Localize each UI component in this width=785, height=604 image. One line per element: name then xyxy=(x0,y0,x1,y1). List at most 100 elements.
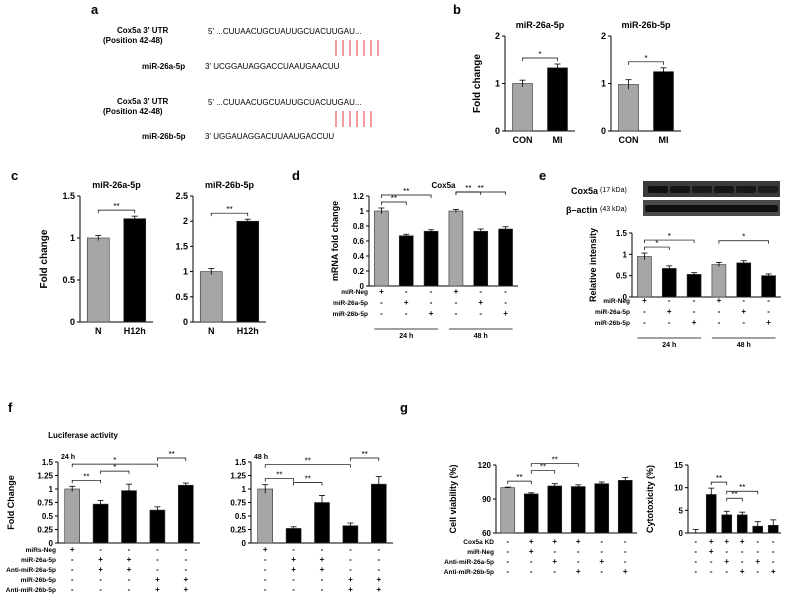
group-label: 48 h xyxy=(474,333,488,340)
condition-mark: - xyxy=(506,557,509,566)
condition-mark: - xyxy=(184,565,187,574)
condition-mark: - xyxy=(321,585,324,594)
significance-bracket xyxy=(726,490,759,495)
y-tick-label: 0.5 xyxy=(235,512,247,521)
x-tick-label: N xyxy=(95,326,102,336)
condition-mark: + xyxy=(599,557,604,566)
condition-row-label: Cox5a KD xyxy=(463,539,494,546)
condition-mark: + xyxy=(376,585,381,594)
condition-mark: - xyxy=(292,545,295,554)
condition-mark: - xyxy=(405,287,408,296)
y-tick-label: 0.5 xyxy=(62,275,75,285)
condition-mark: + xyxy=(709,547,714,556)
mir26a-label: miR-26a-5p xyxy=(142,62,186,71)
condition-row-label: miR-Neg xyxy=(603,298,630,305)
y-tick-label: 1.5 xyxy=(616,229,628,238)
condition-mark: + xyxy=(155,575,160,584)
y-tick-label: 60 xyxy=(482,529,491,538)
group-label: 48 h xyxy=(737,342,751,349)
y-tick-label: 1 xyxy=(183,267,188,277)
y-tick-label: 0.5 xyxy=(616,272,628,281)
condition-mark: - xyxy=(377,565,380,574)
condition-mark: + xyxy=(741,307,746,316)
significance-label: * xyxy=(668,232,671,241)
significance-label: * xyxy=(644,54,647,63)
significance-label: ** xyxy=(465,184,471,193)
condition-mark: - xyxy=(742,296,745,305)
bar xyxy=(370,483,387,544)
y-tick-label: 0 xyxy=(242,539,247,548)
condition-mark: - xyxy=(506,537,509,546)
x-tick-label: N xyxy=(208,326,215,336)
condition-mark: + xyxy=(552,557,557,566)
y-tick-label: 1.5 xyxy=(175,241,188,251)
panel-label-d: d xyxy=(292,168,300,183)
condition-mark: + xyxy=(717,296,722,305)
position-label-2: (Position 42-48) xyxy=(103,107,163,116)
chart-b2: 0 1 2 miR-26b-5p CON MI * xyxy=(601,20,681,145)
significance-label: ** xyxy=(552,456,558,465)
condition-mark: - xyxy=(405,309,408,318)
y-tick-label: 0.75 xyxy=(230,499,246,508)
group-label: 24 h xyxy=(662,342,676,349)
condition-mark: + xyxy=(404,298,409,307)
condition-mark: - xyxy=(693,296,696,305)
bar xyxy=(512,83,533,132)
condition-mark: + xyxy=(724,537,729,546)
condition-mark: - xyxy=(710,567,713,576)
significance-label: ** xyxy=(391,194,397,203)
condition-row-label: miRs-Neg xyxy=(26,547,56,554)
x-tick-label: MI xyxy=(659,135,669,145)
condition-row-label: miR-26b-5p xyxy=(21,577,56,584)
condition-mark: + xyxy=(478,298,483,307)
condition-mark: - xyxy=(71,555,74,564)
condition-row-label: miR-26a-5p xyxy=(21,557,56,564)
panel-label-e: e xyxy=(539,168,547,183)
condition-row-label: Anti-miR-26b-5p xyxy=(6,587,56,594)
significance-label: * xyxy=(113,456,116,465)
condition-mark: + xyxy=(429,309,434,318)
condition-mark: - xyxy=(184,545,187,554)
y-tick-label: 1 xyxy=(70,233,75,243)
condition-mark: - xyxy=(430,287,433,296)
condition-mark: - xyxy=(479,287,482,296)
condition-mark: - xyxy=(264,565,267,574)
panel-label-c: c xyxy=(11,168,19,183)
condition-mark: + xyxy=(667,307,672,316)
condition-mark: - xyxy=(624,537,627,546)
condition-mark: + xyxy=(709,537,714,546)
y-axis-label: Relative intensity xyxy=(588,228,598,302)
chart-title: miR-26a-5p xyxy=(516,20,565,30)
bar xyxy=(92,503,109,544)
condition-mark: + xyxy=(740,567,745,576)
y-tick-label: 0 xyxy=(183,317,188,327)
complementarity-marks-b xyxy=(335,111,372,127)
condition-mark: - xyxy=(694,557,697,566)
bar xyxy=(121,490,137,544)
condition-mark: + xyxy=(642,296,647,305)
condition-mark: - xyxy=(128,585,131,594)
significance-label: ** xyxy=(739,483,745,492)
y-axis-label: Fold change xyxy=(472,54,483,113)
chart-b1: 0 1 2 Fold change miR-26a-5p CON MI * xyxy=(472,20,575,145)
condition-mark: + xyxy=(291,555,296,564)
chart-d: 0 0.2 0.4 0.6 0.8 1 1.2 mRNA fold change Cox5a **… xyxy=(330,181,518,340)
y-tick-label: 0.25 xyxy=(37,526,53,535)
group-label: 24 h xyxy=(399,333,413,340)
significance-bracket xyxy=(718,240,769,244)
cox5a-kda: (17 kDa) xyxy=(600,187,627,194)
significance-bracket xyxy=(71,463,158,468)
condition-mark: - xyxy=(668,318,671,327)
condition-mark: - xyxy=(742,318,745,327)
condition-row-label: miR-26a-5p xyxy=(595,309,630,316)
panel-label-a: a xyxy=(91,2,99,17)
y-tick-label: 2 xyxy=(183,216,188,226)
condition-mark: + xyxy=(529,537,534,546)
significance-bracket xyxy=(455,191,506,195)
bar xyxy=(498,228,513,287)
bar xyxy=(374,210,389,287)
significance-bracket xyxy=(381,194,432,198)
condition-mark: - xyxy=(430,298,433,307)
bar xyxy=(64,488,80,544)
